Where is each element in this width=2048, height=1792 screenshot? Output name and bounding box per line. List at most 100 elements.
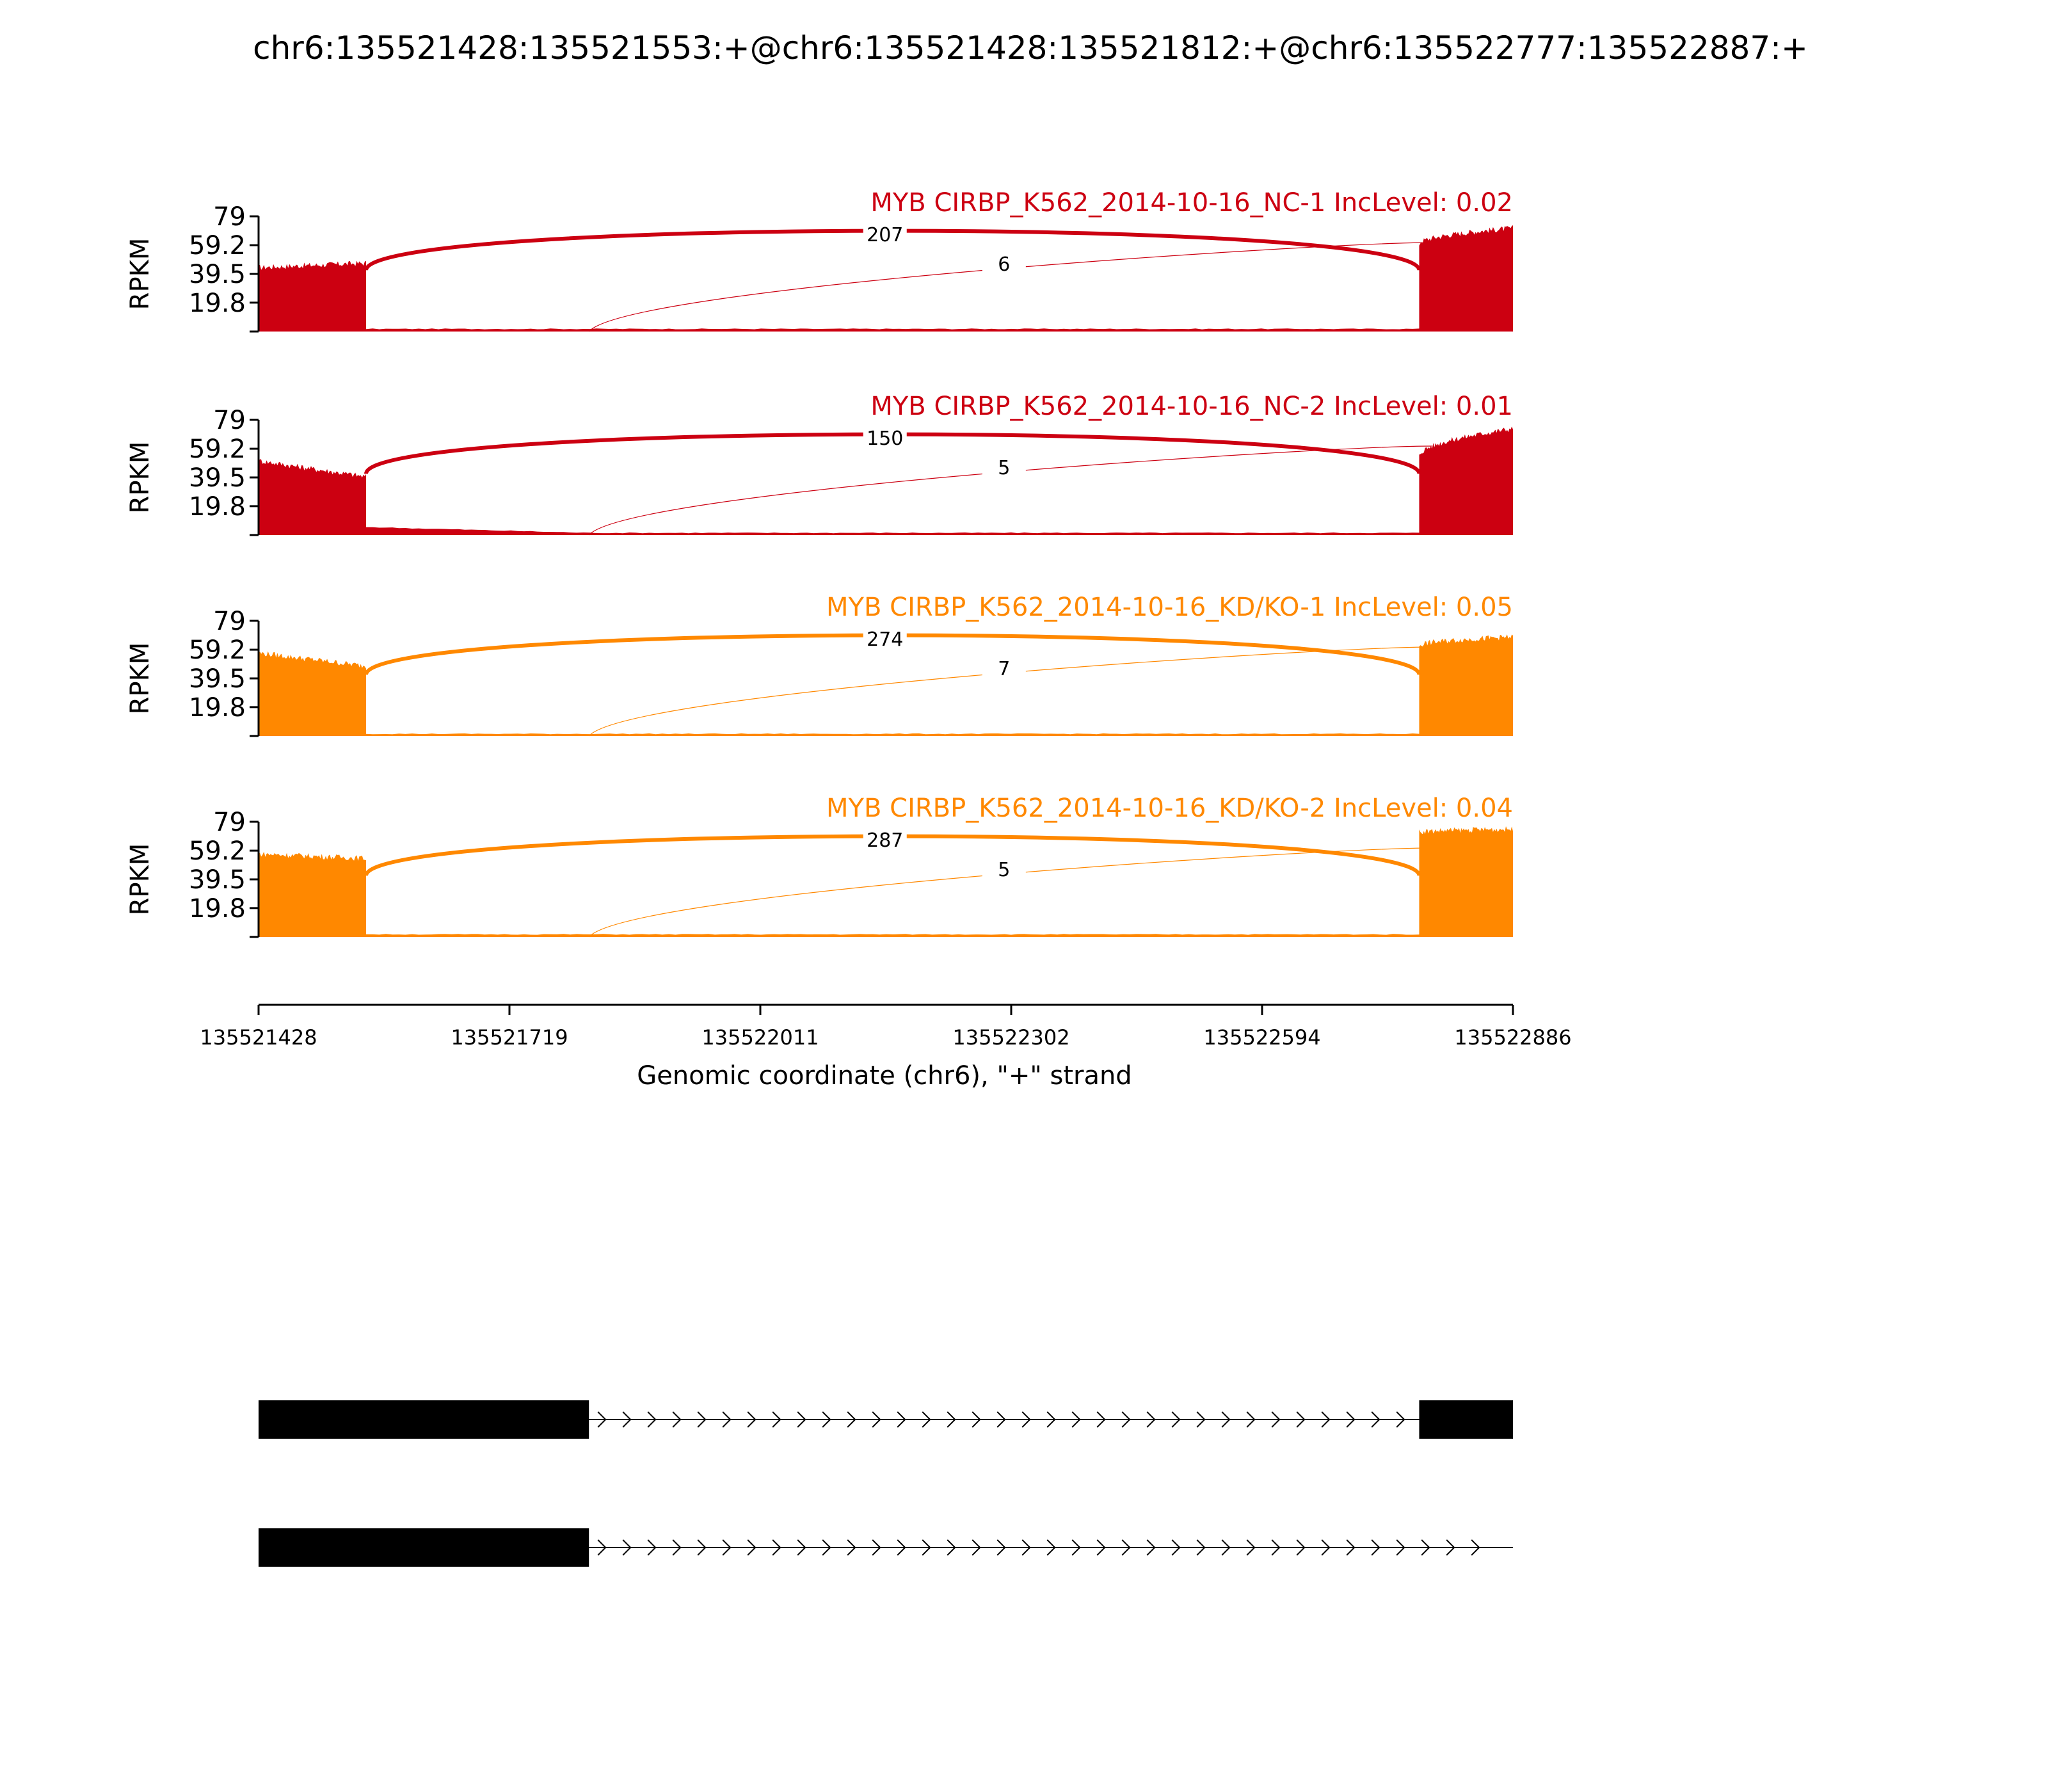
strand-arrow xyxy=(1221,1411,1231,1428)
strand-arrow xyxy=(797,1539,806,1556)
strand-arrow xyxy=(822,1539,831,1556)
strand-arrow xyxy=(947,1539,956,1556)
x-tick-label: 135522302 xyxy=(952,1025,1069,1050)
y-tick-label: 59.2 xyxy=(189,435,246,464)
junction-count-label: 150 xyxy=(867,428,903,450)
strand-arrow xyxy=(772,1539,781,1556)
strand-arrow xyxy=(672,1539,682,1556)
junction-label-bg xyxy=(863,428,907,448)
strand-arrow xyxy=(1346,1539,1356,1556)
junction-count-label: 7 xyxy=(998,658,1010,680)
y-tick-label: 39.5 xyxy=(189,865,246,895)
strand-arrow xyxy=(847,1539,856,1556)
strand-arrow xyxy=(1121,1539,1131,1556)
strand-arrow xyxy=(1196,1539,1206,1556)
strand-arrow xyxy=(622,1411,632,1428)
strand-arrow xyxy=(1196,1411,1206,1428)
x-tick-label: 135522594 xyxy=(1203,1025,1320,1050)
strand-arrow xyxy=(1071,1539,1081,1556)
y-tick-label: 39.5 xyxy=(189,260,246,289)
y-tick-label: 19.8 xyxy=(189,492,246,522)
strand-arrow xyxy=(972,1539,981,1556)
strand-arrow xyxy=(947,1411,956,1428)
strand-arrow xyxy=(1321,1411,1331,1428)
strand-arrow xyxy=(1271,1411,1281,1428)
junction-count-label: 5 xyxy=(998,457,1010,479)
strand-arrow xyxy=(897,1411,906,1428)
strand-arrow xyxy=(996,1411,1006,1428)
strand-arrow xyxy=(1021,1539,1031,1556)
x-axis-label: Genomic coordinate (chr6), "+" strand xyxy=(637,1061,1132,1091)
junction-label-bg xyxy=(982,658,1026,678)
y-axis-label: RPKM xyxy=(125,844,155,916)
strand-arrow xyxy=(1271,1539,1281,1556)
coverage-panel: 287 5 MYB CIRBP_K562_2014-10-16_KD/KO-2 In… xyxy=(125,794,1513,938)
strand-arrow xyxy=(996,1539,1006,1556)
exon-block xyxy=(259,1400,589,1439)
y-axis-label: RPKM xyxy=(125,643,155,715)
transcript xyxy=(259,1528,1513,1567)
x-axis: 135521428 135521719 135522011 135522302 1355… xyxy=(200,1004,1572,1050)
junction-count-label: 207 xyxy=(867,224,903,246)
junction-label-bg xyxy=(982,457,1026,477)
strand-arrow xyxy=(597,1539,607,1556)
y-tick-label: 79 xyxy=(213,406,246,435)
strand-arrow xyxy=(747,1539,756,1556)
junction-label-bg xyxy=(863,628,907,649)
strand-arrow xyxy=(747,1411,756,1428)
junction-count-label: 287 xyxy=(867,829,903,852)
gene-model xyxy=(259,1400,1513,1567)
x-tick-label: 135521719 xyxy=(451,1025,568,1050)
strand-arrow xyxy=(1321,1539,1331,1556)
panels: 207 6 MYB CIRBP_K562_2014-10-16_NC-1 IncLe… xyxy=(125,188,1513,938)
y-tick-label: 79 xyxy=(213,808,246,837)
y-axis-label: RPKM xyxy=(125,442,155,514)
x-tick-label: 135521428 xyxy=(200,1025,317,1050)
y-tick-label: 19.8 xyxy=(189,693,246,723)
y-tick-label: 19.8 xyxy=(189,289,246,318)
junction-label-bg xyxy=(863,829,907,850)
junction-label-bg xyxy=(863,224,907,244)
strand-arrow xyxy=(1296,1539,1306,1556)
strand-arrow xyxy=(597,1411,607,1428)
panel-title: MYB CIRBP_K562_2014-10-16_NC-1 IncLevel:… xyxy=(870,188,1513,218)
strand-arrow xyxy=(1096,1539,1106,1556)
transcript xyxy=(259,1400,1513,1439)
strand-arrow xyxy=(1171,1539,1181,1556)
y-tick-label: 39.5 xyxy=(189,664,246,694)
strand-arrow xyxy=(1421,1539,1430,1556)
strand-arrow xyxy=(1046,1411,1056,1428)
strand-arrow xyxy=(647,1411,657,1428)
strand-arrow xyxy=(1396,1411,1405,1428)
exon-block xyxy=(259,1528,589,1567)
strand-arrow xyxy=(1071,1411,1081,1428)
strand-arrow xyxy=(822,1411,831,1428)
strand-arrow xyxy=(1221,1539,1231,1556)
strand-arrow xyxy=(1396,1539,1405,1556)
strand-arrow xyxy=(1121,1411,1131,1428)
junction-label-bg xyxy=(982,859,1026,879)
panel-title: MYB CIRBP_K562_2014-10-16_KD/KO-1 IncLev… xyxy=(826,593,1513,622)
y-tick-label: 79 xyxy=(213,607,246,636)
strand-arrow xyxy=(1146,1539,1156,1556)
strand-arrow xyxy=(772,1411,781,1428)
strand-arrow xyxy=(1471,1539,1480,1556)
chart-title: chr6:135521428:135521553:+@chr6:13552142… xyxy=(253,29,1808,67)
exon-block xyxy=(1419,1400,1513,1439)
strand-arrow xyxy=(1346,1411,1356,1428)
x-tick-label: 135522886 xyxy=(1454,1025,1571,1050)
y-tick-label: 59.2 xyxy=(189,836,246,866)
strand-arrow xyxy=(1371,1411,1380,1428)
strand-arrow xyxy=(1021,1411,1031,1428)
strand-arrow xyxy=(872,1411,881,1428)
strand-arrow xyxy=(1296,1411,1306,1428)
panel-title: MYB CIRBP_K562_2014-10-16_NC-2 IncLevel:… xyxy=(870,392,1513,421)
strand-arrow xyxy=(1096,1411,1106,1428)
strand-arrow xyxy=(722,1539,732,1556)
y-tick-label: 59.2 xyxy=(189,636,246,665)
junction-count-label: 5 xyxy=(998,859,1010,881)
y-tick-label: 79 xyxy=(213,202,246,232)
strand-arrow xyxy=(1171,1411,1181,1428)
strand-arrow xyxy=(1246,1411,1256,1428)
strand-arrow xyxy=(647,1539,657,1556)
